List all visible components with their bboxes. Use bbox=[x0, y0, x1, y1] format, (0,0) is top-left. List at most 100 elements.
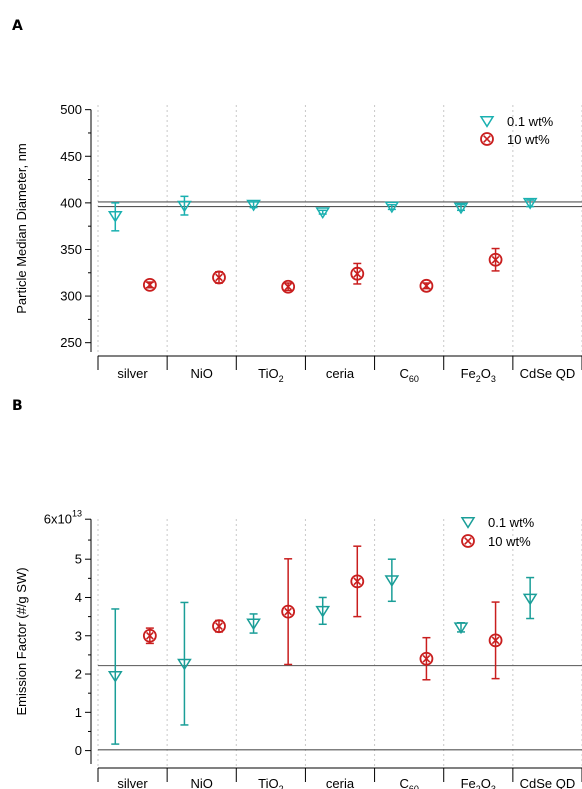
marker-cross bbox=[422, 654, 431, 663]
category-label-base: ceria bbox=[326, 776, 355, 789]
category-label-base: O bbox=[481, 776, 491, 789]
legend-label: 10 wt% bbox=[488, 534, 531, 549]
category-label: CdSe QD bbox=[520, 776, 576, 789]
category-label: TiO2 bbox=[258, 366, 283, 384]
marker-cross bbox=[215, 273, 223, 282]
data-point bbox=[315, 207, 331, 220]
category-label-base: Fe bbox=[461, 366, 476, 381]
marker-circle bbox=[480, 132, 494, 146]
marker-cross bbox=[353, 269, 362, 278]
series-low-loading bbox=[107, 195, 538, 232]
marker-circle bbox=[142, 628, 157, 643]
data-point bbox=[246, 618, 261, 631]
category-label-base: C bbox=[399, 776, 408, 789]
category-label-base: ceria bbox=[326, 366, 355, 381]
data-point bbox=[107, 210, 123, 223]
series-high-loading bbox=[142, 545, 503, 681]
data-point bbox=[350, 574, 365, 589]
category-label: ceria bbox=[326, 776, 355, 789]
data-point bbox=[522, 593, 538, 606]
category-label: TiO2 bbox=[258, 776, 283, 789]
marker-circle bbox=[419, 651, 434, 666]
data-point bbox=[177, 658, 192, 671]
category-label-base: silver bbox=[117, 366, 148, 381]
legend-marker bbox=[479, 116, 495, 128]
data-point bbox=[212, 619, 226, 634]
category-label-sub: 60 bbox=[409, 374, 419, 384]
category-label-sub: 2 bbox=[476, 374, 481, 384]
data-point bbox=[212, 270, 226, 285]
y-tick-label: 450 bbox=[60, 149, 82, 164]
y-tick-label: 1 bbox=[75, 705, 82, 720]
category-label-base: C bbox=[399, 366, 408, 381]
data-point bbox=[488, 633, 503, 648]
marker-cross bbox=[145, 631, 154, 640]
y-tick-label: 400 bbox=[60, 195, 82, 210]
marker-circle bbox=[350, 574, 365, 589]
marker-circle bbox=[212, 270, 226, 285]
marker-circle bbox=[142, 277, 157, 292]
category-label-sub: 60 bbox=[409, 784, 419, 789]
legend-label: 0.1 wt% bbox=[488, 515, 535, 530]
marker-cross bbox=[464, 537, 472, 545]
data-point bbox=[177, 200, 192, 213]
y-tick-label: 4 bbox=[75, 590, 82, 605]
y-tick-label: 500 bbox=[60, 102, 82, 117]
data-point bbox=[384, 575, 400, 588]
panel-letter: B bbox=[12, 398, 23, 414]
marker-cross bbox=[491, 255, 500, 264]
marker-cross bbox=[284, 607, 293, 616]
marker-cross bbox=[284, 282, 293, 291]
data-point bbox=[281, 279, 296, 294]
y-tick-label: 3 bbox=[75, 628, 82, 643]
marker-circle bbox=[212, 619, 226, 634]
data-point bbox=[281, 604, 296, 619]
legend-marker bbox=[460, 517, 476, 529]
category-label-base: NiO bbox=[191, 776, 213, 789]
marker-cross bbox=[215, 622, 223, 631]
category-label: silver bbox=[117, 776, 148, 789]
category-label-sub: 3 bbox=[491, 784, 496, 789]
y-tick-label: 350 bbox=[60, 242, 82, 257]
legend-label: 0.1 wt% bbox=[507, 114, 554, 129]
data-point bbox=[453, 622, 469, 635]
legend-label: 10 wt% bbox=[507, 132, 550, 147]
panel-b: B 0 1 2 3 4 5 6x1013 Emission Factor (#/g SW) sil… bbox=[12, 398, 582, 789]
y-tick-label: 250 bbox=[60, 335, 82, 350]
category-label: C60 bbox=[399, 366, 418, 384]
legend: 0.1 wt% 10 wt% bbox=[479, 114, 554, 147]
y-top-tick-label: 6x1013 bbox=[44, 509, 82, 527]
marker-cross bbox=[145, 281, 154, 289]
category-label-base: NiO bbox=[191, 366, 213, 381]
data-point bbox=[246, 199, 261, 212]
category-label-sub: 2 bbox=[279, 374, 284, 384]
y-axis-label: Particle Median Diameter, nm bbox=[14, 143, 29, 314]
data-point bbox=[522, 197, 538, 210]
category-label: ceria bbox=[326, 366, 355, 381]
data-point bbox=[142, 628, 157, 643]
category-label-sub: 2 bbox=[476, 784, 481, 789]
y-tick-label: 2 bbox=[75, 667, 82, 682]
marker-circle bbox=[488, 252, 503, 267]
category-label: Fe2O3 bbox=[461, 366, 496, 384]
data-point bbox=[488, 252, 503, 267]
marker-cross bbox=[353, 577, 362, 586]
category-label-base: CdSe QD bbox=[520, 366, 576, 381]
category-label-base: TiO bbox=[258, 366, 278, 381]
y-top-mantissa: 6x10 bbox=[44, 512, 72, 527]
y-tick-label: 5 bbox=[75, 552, 82, 567]
y-top-exponent: 13 bbox=[72, 509, 82, 519]
data-point bbox=[419, 278, 434, 293]
panel-a: A 250 300 350 400 450 500 Particle Median Diame… bbox=[12, 18, 582, 384]
marker-cross bbox=[422, 281, 431, 290]
category-label: NiO bbox=[191, 366, 213, 381]
marker-circle bbox=[461, 534, 475, 548]
category-label: CdSe QD bbox=[520, 366, 576, 381]
data-point bbox=[315, 605, 331, 618]
panel-letter: A bbox=[12, 18, 23, 34]
data-point bbox=[384, 201, 400, 214]
marker-cross bbox=[483, 135, 491, 143]
category-label-sub: 3 bbox=[491, 374, 496, 384]
marker-circle bbox=[419, 278, 434, 293]
